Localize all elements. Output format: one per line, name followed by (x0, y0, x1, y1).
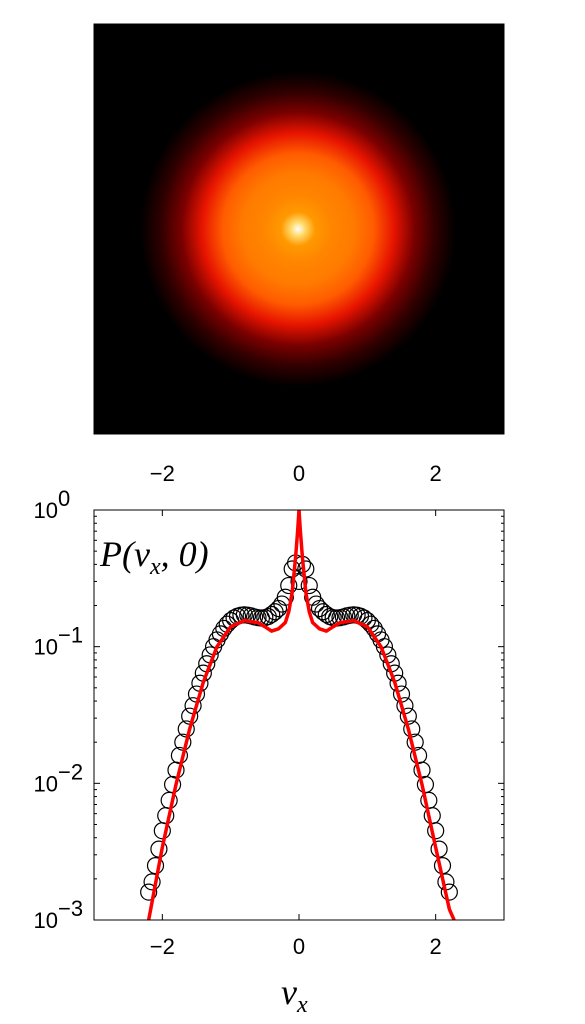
fit-line (146, 510, 456, 920)
y-tick-label: 10 (34, 498, 58, 523)
y-tick-label-exponent: −1 (58, 623, 83, 648)
heatmap-image (94, 24, 504, 434)
y-tick-label-exponent: −2 (58, 759, 83, 784)
data-marker (280, 576, 298, 595)
heatmap-x-tick-label: −2 (150, 461, 175, 486)
x-axis-label-subscript: x (296, 992, 308, 1018)
annotation-subscript: x (149, 554, 161, 580)
data-marker (440, 883, 458, 901)
profile-annotation: P(vx, 0) (99, 534, 209, 580)
profile-frame (93, 509, 505, 921)
heatmap-panel: −2 0 2 (93, 23, 505, 486)
data-marker (263, 605, 281, 624)
y-tick-label-exponent: 0 (58, 486, 70, 511)
y-tick-label: 10 (34, 908, 58, 933)
heatmap-x-ticks: −2 0 2 (150, 429, 442, 486)
data-marker (143, 873, 161, 891)
x-tick-label: 0 (293, 934, 305, 959)
y-tick-label: 10 (34, 771, 58, 796)
data-marker (276, 588, 294, 606)
heatmap-x-tick-label: 2 (430, 461, 442, 486)
profile-x-ticks: −2 0 2 (150, 510, 442, 959)
x-tick-label: −2 (150, 934, 175, 959)
data-marker (300, 576, 318, 595)
heatmap-x-tick-label: 0 (293, 461, 305, 486)
data-marker (146, 857, 165, 875)
y-tick-label: 10 (34, 635, 58, 660)
x-tick-label: 2 (430, 934, 442, 959)
data-marker (140, 883, 158, 901)
x-axis-label: vx (281, 972, 308, 1018)
data-marker (427, 822, 445, 840)
y-tick-label-exponent: −3 (58, 896, 83, 921)
